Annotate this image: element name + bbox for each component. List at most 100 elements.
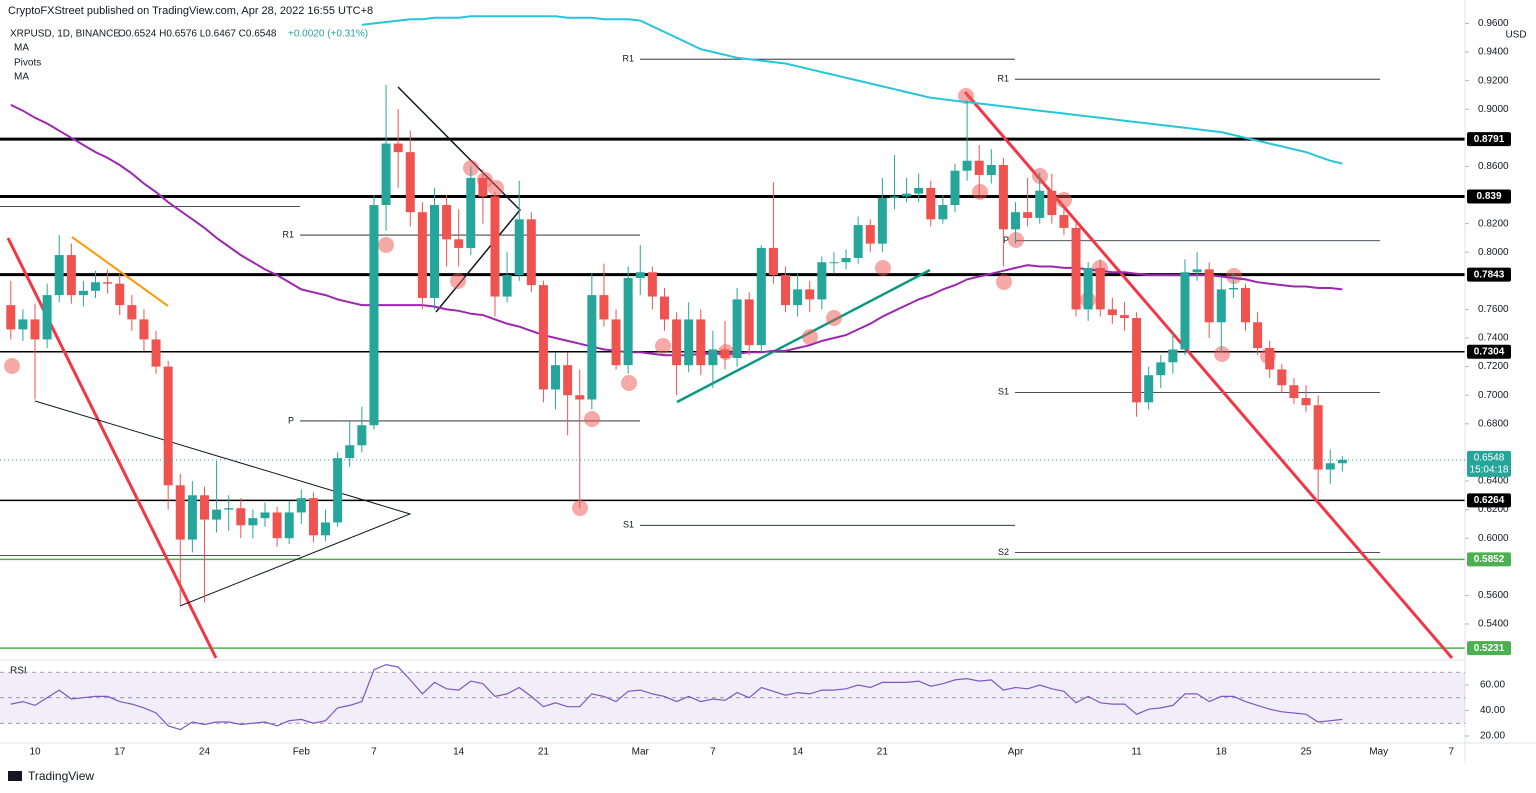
- candle-body: [877, 197, 887, 244]
- marker: [826, 310, 842, 326]
- candle-body: [66, 255, 76, 296]
- candle-body: [720, 349, 730, 359]
- candle-body: [1095, 267, 1105, 310]
- candle-body: [333, 458, 343, 523]
- y-tick-label: 0.8000: [1478, 247, 1509, 258]
- candle-body: [357, 425, 367, 446]
- candle-body: [6, 305, 16, 330]
- candle-body: [938, 205, 948, 220]
- marker: [972, 184, 988, 200]
- candle-body: [781, 275, 791, 306]
- candle-body: [1168, 349, 1178, 363]
- marker: [621, 375, 637, 391]
- currency: USD: [1505, 30, 1526, 41]
- published: CryptoFXStreet published on TradingView.…: [8, 5, 373, 17]
- candle-body: [1047, 190, 1057, 216]
- candle-body: [442, 205, 452, 240]
- candle-body: [841, 257, 851, 263]
- candle-body: [1011, 212, 1021, 230]
- candle-body: [1083, 267, 1093, 310]
- marker: [875, 260, 891, 276]
- candle-body: [345, 445, 355, 459]
- pivot-label: R1: [997, 74, 1009, 84]
- pivot-label: P: [1003, 235, 1009, 245]
- x-tick-label: 14: [453, 747, 465, 758]
- marker: [4, 358, 20, 374]
- candle-body: [672, 319, 682, 366]
- candle-body: [926, 187, 936, 220]
- y-tick-label: 40.00: [1480, 705, 1505, 716]
- y-tick-label: 0.5400: [1478, 619, 1509, 630]
- candle-body: [647, 272, 657, 297]
- candle-body: [30, 319, 40, 340]
- candle-body: [296, 498, 306, 513]
- candle-body: [732, 299, 742, 359]
- x-tick-label: Feb: [293, 747, 311, 758]
- y-tick-label: 0.6000: [1478, 533, 1509, 544]
- triangle: [34, 400, 412, 607]
- candle-body: [175, 485, 185, 540]
- level-label-box: [1467, 493, 1511, 508]
- candle-body: [308, 498, 318, 536]
- candle-body: [1107, 309, 1117, 316]
- change: +0.0020 (+0.31%): [288, 29, 368, 40]
- candle-body: [659, 296, 669, 320]
- candle-body: [1289, 385, 1299, 399]
- last-price-label: 0.6548: [1474, 452, 1505, 463]
- y-tick-label: 60.00: [1480, 680, 1505, 691]
- candle-body: [284, 512, 294, 539]
- candle-body: [587, 295, 597, 400]
- candle-body: [575, 395, 585, 400]
- candle-body: [490, 196, 500, 297]
- pivot-label: R1: [282, 229, 294, 239]
- candle-body: [974, 160, 984, 176]
- candle-body: [817, 262, 827, 300]
- pivot-label: P: [288, 415, 294, 425]
- candle-body: [1313, 405, 1323, 470]
- candle-body: [853, 225, 863, 258]
- candle-body: [1144, 375, 1154, 403]
- indicator: MA: [14, 72, 29, 83]
- candle-body: [381, 143, 391, 206]
- x-tick-label: Apr: [1008, 747, 1024, 758]
- x-tick-label: 21: [538, 747, 550, 758]
- logo: [8, 771, 22, 781]
- candle-body: [163, 366, 173, 486]
- candle-body: [1204, 269, 1214, 323]
- candle-body: [417, 212, 427, 298]
- x-tick-label: 25: [1300, 747, 1312, 758]
- y-tick-label: 0.5600: [1478, 590, 1509, 601]
- watermark: TradingView: [28, 769, 94, 783]
- candle-body: [1337, 459, 1347, 464]
- trend-line: [71, 236, 169, 307]
- candle-body: [248, 518, 258, 526]
- indicator: Pivots: [14, 58, 41, 69]
- candle-body: [998, 165, 1008, 230]
- indicator: MA: [14, 43, 29, 54]
- last-price-box: [1467, 450, 1511, 477]
- candle-body: [127, 305, 137, 320]
- candle-body: [1023, 212, 1033, 218]
- countdown: 15:04:18: [1470, 464, 1509, 475]
- candle-body: [54, 255, 64, 296]
- candle-body: [635, 272, 645, 278]
- candle-body: [538, 285, 548, 390]
- candle-body: [151, 339, 161, 367]
- rsi-line: [10, 663, 1343, 731]
- candle-body: [1192, 269, 1202, 273]
- level-label-box: [1467, 132, 1511, 147]
- pivot-label: S2: [998, 547, 1009, 557]
- x-tick-label: 11: [1131, 747, 1142, 758]
- candle-body: [18, 319, 28, 330]
- pivot-label: S1: [623, 520, 634, 530]
- candle-body: [1059, 215, 1069, 228]
- y-tick-label: 0.7600: [1478, 304, 1509, 315]
- level-label: 0.7304: [1474, 346, 1505, 357]
- candle-body: [466, 177, 476, 248]
- symbol: XRPUSD, 1D, BINANCE: [10, 29, 120, 40]
- level-label-box: [1467, 189, 1511, 204]
- pivot-label: R1: [622, 54, 634, 64]
- level-label: 0.6264: [1474, 495, 1505, 506]
- candle-body: [103, 282, 113, 284]
